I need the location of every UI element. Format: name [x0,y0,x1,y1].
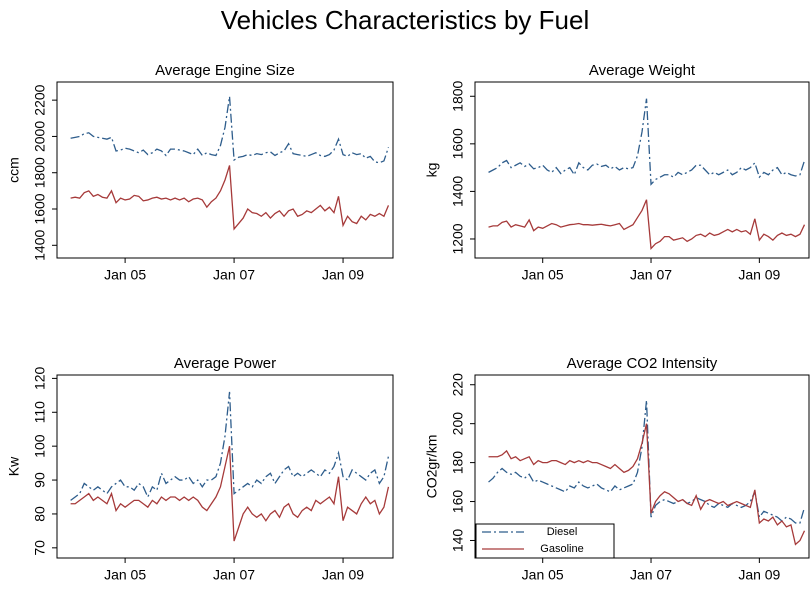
series-line [70,165,390,231]
x-tick-label: Jan 07 [213,267,255,283]
y-axis-label: Kw [6,456,22,476]
x-tick-label: Jan 05 [104,267,146,283]
subplot-title: Average Weight [589,62,696,79]
series-line [488,199,806,250]
y-axis-label: kg [424,163,440,178]
y-tick-label: 180 [450,451,466,475]
y-tick-label: 160 [450,490,466,514]
y-tick-label: 1800 [450,80,466,111]
plot-frame [474,374,810,559]
y-axis-label: CO2gr/km [424,435,440,499]
plot-frame [56,374,394,559]
series-line [70,446,390,542]
y-tick-label: 100 [32,434,48,458]
plot-frame [56,81,394,259]
x-tick-label: Jan 09 [738,567,780,583]
legend-box [475,523,615,559]
series-line [488,423,806,546]
y-tick-label: 110 [32,401,48,424]
y-tick-label: 80 [32,506,48,522]
x-tick-label: Jan 05 [522,567,564,583]
legend-label: Gasoline [540,543,583,555]
figure-title: Vehicles Characteristics by Fuel [221,5,589,35]
y-tick-label: 1600 [32,193,48,224]
x-tick-label: Jan 05 [522,267,564,283]
x-tick-label: Jan 07 [213,567,255,583]
y-tick-label: 2200 [32,84,48,115]
y-tick-label: 1400 [32,230,48,261]
y-tick-label: 1400 [450,176,466,207]
series-line [70,391,390,501]
subplot-title: Average Power [174,355,276,372]
y-tick-label: 2000 [32,121,48,152]
y-tick-label: 90 [32,472,48,488]
x-tick-label: Jan 07 [630,267,672,283]
series-line [70,96,390,164]
y-axis-label: ccm [6,157,22,183]
legend-label: Diesel [547,526,578,538]
series-line [488,98,806,186]
y-tick-label: 1600 [450,128,466,159]
x-tick-label: Jan 09 [322,567,364,583]
y-tick-label: 200 [450,412,466,436]
y-tick-label: 120 [32,366,48,390]
x-tick-label: Jan 05 [104,567,146,583]
plot-frame [474,81,810,259]
x-tick-label: Jan 09 [738,267,780,283]
x-tick-label: Jan 09 [322,267,364,283]
series-line [488,400,806,524]
y-tick-label: 140 [450,529,466,553]
y-tick-label: 70 [32,540,48,556]
y-tick-label: 1200 [450,223,466,254]
subplot-title: Average CO2 Intensity [567,355,718,372]
x-tick-label: Jan 07 [630,567,672,583]
subplot-title: Average Engine Size [155,62,295,79]
y-tick-label: 220 [450,373,466,397]
y-tick-label: 1800 [32,157,48,188]
